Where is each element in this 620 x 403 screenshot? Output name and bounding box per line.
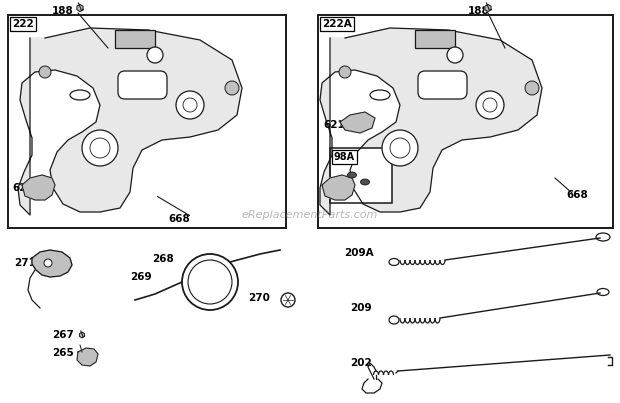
Bar (330, 148, 392, 203)
Text: 271: 271 (14, 258, 36, 268)
Circle shape (525, 81, 539, 95)
Circle shape (147, 47, 163, 63)
Polygon shape (77, 348, 98, 366)
Circle shape (447, 47, 463, 63)
Text: 621: 621 (323, 120, 345, 130)
Circle shape (39, 66, 51, 78)
Ellipse shape (360, 179, 370, 185)
Text: 265: 265 (52, 348, 74, 358)
Text: 267: 267 (52, 330, 74, 340)
Circle shape (82, 130, 118, 166)
FancyBboxPatch shape (418, 71, 467, 99)
Text: 209: 209 (350, 303, 371, 313)
Text: 269: 269 (130, 272, 152, 282)
Bar (318, 15, 613, 228)
Polygon shape (340, 112, 375, 133)
Polygon shape (485, 4, 491, 12)
Text: 202: 202 (350, 358, 372, 368)
Text: 222A: 222A (322, 19, 352, 29)
Text: 98A: 98A (334, 152, 355, 162)
Text: 621: 621 (12, 183, 33, 193)
Polygon shape (77, 4, 83, 12)
Text: 268: 268 (152, 254, 174, 264)
Circle shape (44, 259, 52, 267)
Ellipse shape (70, 90, 90, 100)
Polygon shape (322, 175, 355, 200)
Circle shape (225, 81, 239, 95)
Circle shape (176, 91, 204, 119)
Text: 668: 668 (566, 190, 588, 200)
Text: 188: 188 (52, 6, 74, 16)
Text: 209A: 209A (344, 248, 374, 258)
Bar (8, 15, 286, 228)
Bar (415, 30, 455, 48)
Polygon shape (320, 28, 542, 215)
FancyBboxPatch shape (118, 71, 167, 99)
Text: 222: 222 (12, 19, 33, 29)
Polygon shape (22, 175, 55, 200)
Text: eReplacementParts.com: eReplacementParts.com (242, 210, 378, 220)
Text: 668: 668 (168, 214, 190, 224)
Polygon shape (79, 332, 84, 338)
Ellipse shape (347, 172, 356, 178)
Polygon shape (32, 250, 72, 277)
Text: 188: 188 (468, 6, 490, 16)
Ellipse shape (370, 90, 390, 100)
Circle shape (476, 91, 504, 119)
Text: 270: 270 (248, 293, 270, 303)
Circle shape (339, 66, 351, 78)
Circle shape (382, 130, 418, 166)
Bar (115, 30, 155, 48)
Polygon shape (18, 28, 242, 215)
